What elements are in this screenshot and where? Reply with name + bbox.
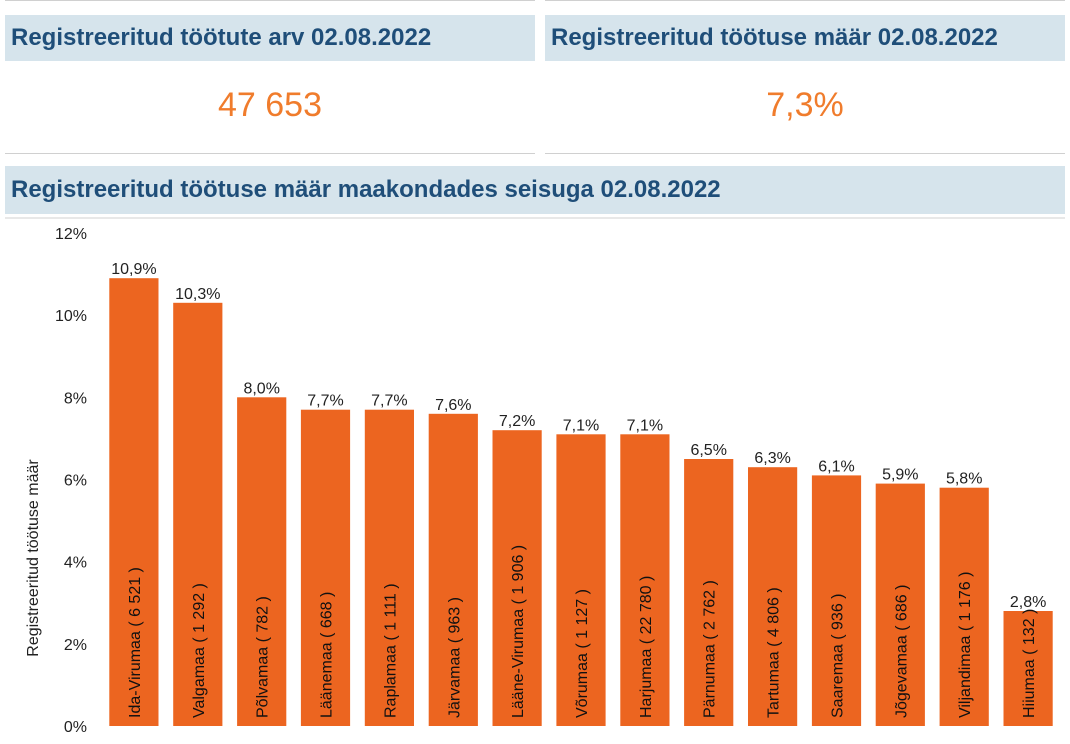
bar[interactable] [109, 278, 159, 726]
y-tick-label: 6% [64, 473, 87, 490]
y-axis: 0% 2% 4% 6% 8% 10% 12% [55, 226, 87, 736]
bar-value-label: 7,1% [563, 417, 599, 434]
bar[interactable] [875, 483, 925, 726]
bar-value-label: 6,1% [818, 458, 854, 475]
kpi-registered-rate-value: 7,3% [766, 86, 844, 124]
category-label: Lääne-Virumaa ( 1 906 ) [510, 545, 527, 718]
category-label: Saaremaa ( 936 ) [830, 593, 847, 718]
y-tick-label: 0% [64, 719, 87, 736]
kpi-registered-count-card: Registreeritud töötute arv 02.08.2022 47… [5, 0, 535, 154]
y-tick-label: 10% [55, 308, 87, 325]
bar[interactable] [237, 397, 287, 726]
bar-value-label: 10,9% [111, 261, 156, 278]
bar-value-label: 7,6% [435, 397, 471, 414]
category-label: Järvamaa ( 963 ) [446, 597, 463, 718]
y-tick-label: 2% [64, 637, 87, 654]
bar[interactable] [364, 409, 414, 726]
bar-value-label: 7,1% [627, 417, 663, 434]
category-label: Läänemaa ( 668 ) [319, 592, 336, 718]
chart-title: Registreeritud töötuse määr maakondades … [5, 166, 1065, 214]
bar-value-label: 7,2% [499, 413, 535, 430]
category-label: Pärnumaa ( 2 762 ) [702, 580, 719, 718]
y-axis-title: Registreeritud töötuse määr [25, 459, 42, 657]
kpi-registered-count-value: 47 653 [218, 86, 322, 124]
bar-value-label: 6,3% [754, 450, 790, 467]
category-label: Võrumaa ( 1 127 ) [574, 589, 591, 718]
bar[interactable] [620, 434, 670, 726]
category-label: Hiiumaa ( 132 ) [1021, 609, 1038, 718]
bar-value-label: 5,8% [946, 471, 982, 488]
bar[interactable] [748, 467, 798, 726]
bar-value-label: 10,3% [175, 286, 220, 303]
bar-value-label: 5,9% [882, 467, 918, 484]
bar[interactable] [173, 302, 223, 726]
bar-value-label: 8,0% [243, 380, 279, 397]
bar[interactable] [939, 487, 989, 726]
bar-value-label: 2,8% [1010, 594, 1046, 611]
bar-value-label: 6,5% [690, 442, 726, 459]
county-rate-chart-panel: Registreeritud töötuse määr maakondades … [5, 166, 1065, 744]
bar[interactable] [684, 459, 734, 726]
bar[interactable] [428, 413, 478, 726]
bar-value-label: 7,7% [307, 393, 343, 410]
category-label: Harjumaa ( 22 780 ) [638, 576, 655, 718]
y-tick-label: 8% [64, 390, 87, 407]
kpi-registered-rate-title: Registreeritud töötuse määr 02.08.2022 [545, 15, 1065, 61]
y-tick-label: 12% [55, 226, 87, 243]
category-label: Valgamaa ( 1 292 ) [191, 583, 208, 718]
category-label: Põlvamaa ( 782 ) [255, 596, 272, 718]
category-label: Jõgevamaa ( 686 ) [893, 585, 910, 718]
bar[interactable] [300, 409, 351, 726]
county-rate-bar-chart: 0% 2% 4% 6% 8% 10% 12% 10,9% Ida-Virumaa ( 6 52… [5, 217, 1065, 736]
bar[interactable] [492, 430, 542, 726]
bar[interactable] [811, 475, 862, 726]
bar[interactable] [1003, 611, 1053, 726]
category-label: Tartumaa ( 4 806 ) [766, 587, 783, 718]
bar[interactable] [556, 434, 606, 726]
bars: 10,9% Ida-Virumaa ( 6 521 ) 10,3% Valgamaa … [109, 261, 1053, 726]
category-label: Viljandimaa ( 1 176 ) [957, 572, 974, 718]
kpi-registered-count-title: Registreeritud töötute arv 02.08.2022 [5, 15, 535, 61]
y-tick-label: 4% [64, 555, 87, 572]
category-label: Raplamaa ( 1 111 ) [382, 583, 399, 718]
kpi-registered-rate-card: Registreeritud töötuse määr 02.08.2022 7… [545, 0, 1065, 154]
category-label: Ida-Virumaa ( 6 521 ) [127, 567, 144, 718]
bar-value-label: 7,7% [371, 393, 407, 410]
